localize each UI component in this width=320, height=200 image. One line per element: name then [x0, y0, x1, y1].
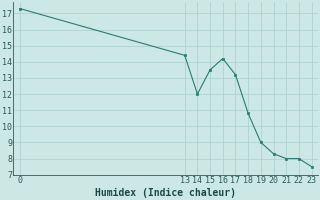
- X-axis label: Humidex (Indice chaleur): Humidex (Indice chaleur): [95, 188, 236, 198]
